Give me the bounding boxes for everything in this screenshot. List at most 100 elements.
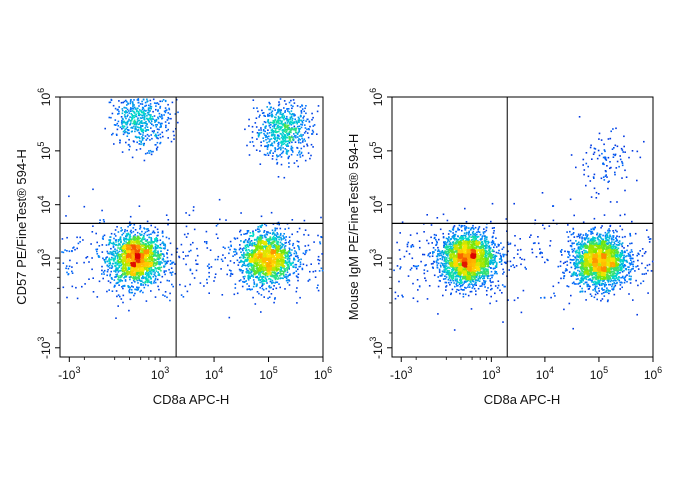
- event-dot: [129, 237, 131, 240]
- event-dot: [260, 224, 263, 227]
- event-dot: [146, 220, 149, 223]
- event-dot: [256, 138, 258, 140]
- event-dot: [145, 121, 147, 123]
- event-dot: [102, 219, 105, 221]
- event-dot: [121, 117, 124, 120]
- event-dot: [267, 244, 270, 247]
- event-dot: [249, 262, 252, 264]
- event-dot: [121, 109, 124, 112]
- event-dot: [267, 144, 270, 146]
- event-dot: [156, 239, 159, 242]
- event-dot: [430, 263, 433, 265]
- event-dot: [486, 294, 488, 296]
- event-dot: [150, 267, 153, 269]
- event-dot: [113, 243, 116, 245]
- event-dot: [222, 254, 224, 256]
- event-dot: [293, 136, 295, 138]
- y-tick-label: 106: [36, 88, 53, 106]
- event-dot: [277, 118, 280, 120]
- event-dot: [248, 243, 251, 246]
- event-dot: [287, 256, 290, 259]
- event-dot: [248, 259, 251, 262]
- event-dot: [256, 240, 259, 243]
- event-dot: [265, 125, 267, 127]
- event-dot: [248, 288, 250, 290]
- event-dot: [146, 259, 149, 261]
- event-dot: [278, 253, 281, 255]
- event-dot: [266, 136, 268, 138]
- event-dot: [269, 138, 271, 141]
- event-dot: [292, 99, 295, 101]
- event-dot: [579, 285, 581, 288]
- event-dot: [271, 264, 273, 266]
- event-dot: [251, 256, 253, 258]
- event-dot: [305, 120, 307, 122]
- event-dot: [513, 257, 515, 259]
- event-dot: [288, 118, 290, 121]
- event-dot: [178, 256, 181, 259]
- event-dot: [271, 265, 273, 268]
- event-dot: [152, 247, 155, 249]
- event-dot: [267, 265, 269, 268]
- event-dot: [268, 296, 271, 298]
- event-dot: [309, 270, 311, 273]
- event-dot: [289, 273, 291, 275]
- event-dot: [264, 260, 267, 262]
- event-dot: [163, 114, 165, 116]
- event-dot: [260, 254, 262, 257]
- event-dot: [126, 135, 129, 137]
- event-dot: [114, 235, 117, 237]
- event-dot: [143, 276, 146, 279]
- event-dot: [257, 135, 260, 138]
- event-dot: [285, 262, 288, 265]
- event-dot: [165, 109, 168, 111]
- event-dot: [282, 263, 284, 265]
- event-dot: [284, 255, 287, 257]
- event-dot: [234, 238, 237, 240]
- event-dot: [249, 242, 251, 244]
- event-dot: [129, 251, 131, 253]
- event-dot: [122, 259, 125, 262]
- event-dot: [297, 257, 299, 259]
- event-dot: [275, 237, 278, 240]
- event-dot: [265, 268, 267, 270]
- event-dot: [283, 270, 285, 273]
- event-dot: [92, 225, 94, 227]
- event-dot: [144, 110, 147, 112]
- event-dot: [146, 133, 149, 136]
- event-dot: [143, 254, 146, 257]
- event-dot: [157, 253, 160, 256]
- event-dot: [264, 265, 266, 267]
- event-dot: [270, 269, 272, 271]
- event-dot: [129, 123, 132, 126]
- event-dot: [148, 119, 150, 122]
- event-dot: [274, 124, 277, 126]
- event-dot: [149, 149, 152, 152]
- event-dot: [122, 232, 125, 235]
- event-dot: [129, 242, 131, 244]
- event-dot: [245, 246, 248, 249]
- event-dot: [123, 237, 125, 239]
- event-dot: [284, 127, 286, 130]
- event-dot: [281, 135, 284, 137]
- event-dot: [119, 244, 121, 246]
- event-dot: [277, 254, 279, 256]
- event-dot: [127, 242, 129, 245]
- event-dot: [134, 128, 136, 130]
- event-dot: [288, 166, 290, 168]
- event-dot: [164, 273, 166, 276]
- event-dot: [127, 251, 130, 253]
- event-dot: [129, 253, 131, 255]
- event-dot: [256, 262, 259, 264]
- event-dot: [111, 278, 113, 280]
- event-dot: [138, 105, 140, 107]
- event-dot: [140, 259, 142, 262]
- event-dot: [129, 298, 132, 301]
- event-dot: [240, 261, 242, 263]
- event-dot: [301, 267, 304, 270]
- event-dot: [236, 259, 239, 262]
- event-dot: [221, 260, 224, 262]
- event-dot: [144, 122, 147, 125]
- y-tick-label: -103: [36, 337, 53, 359]
- event-dot: [286, 129, 288, 131]
